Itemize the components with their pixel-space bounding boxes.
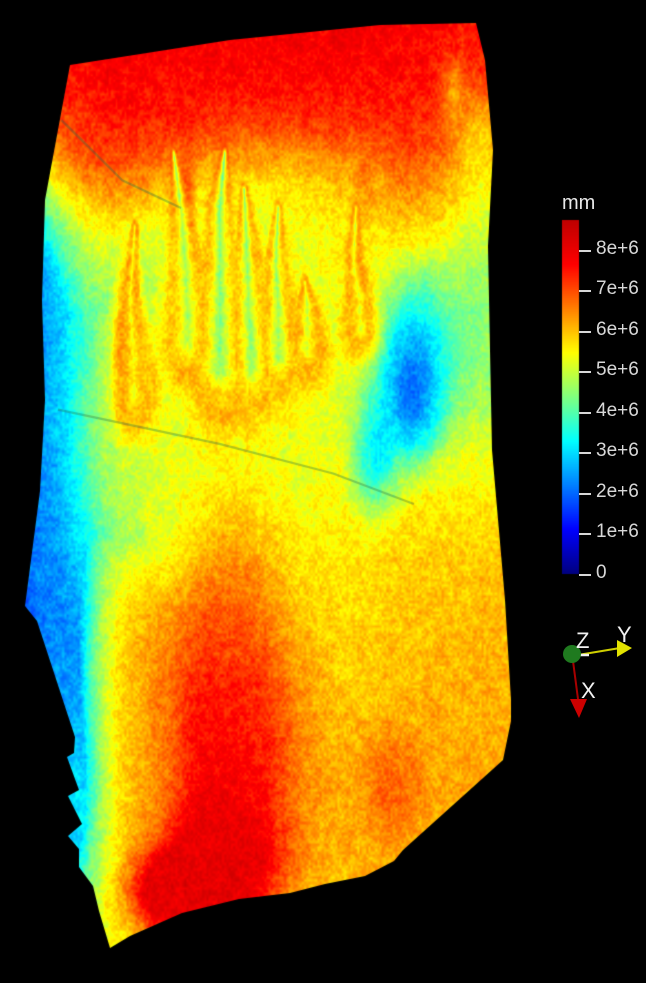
svg-text:Y: Y [617, 622, 632, 647]
svg-text:X: X [581, 678, 596, 703]
svg-text:Z: Z [576, 628, 589, 653]
